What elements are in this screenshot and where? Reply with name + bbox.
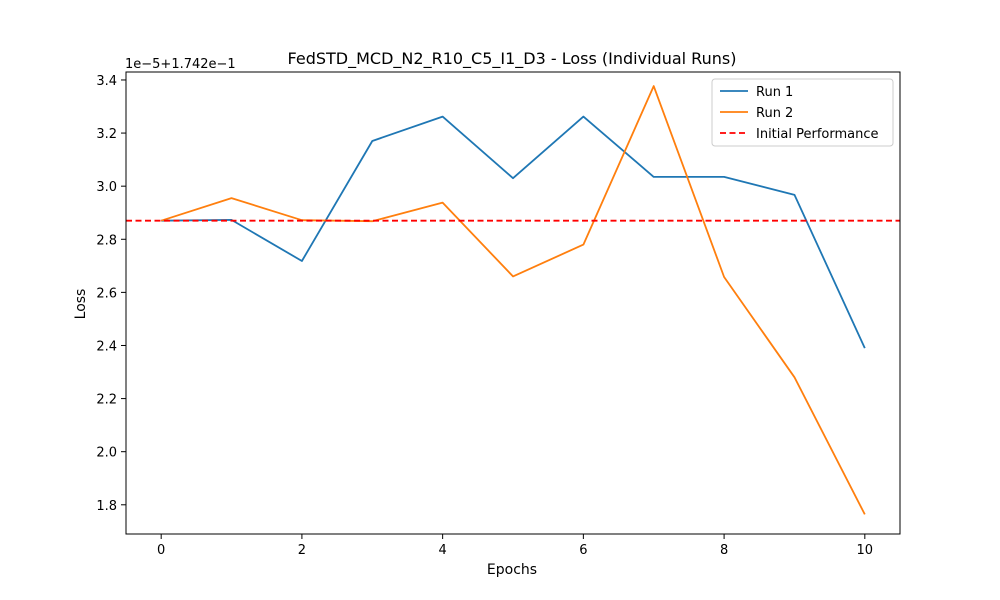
- y-tick-label: 2.8: [96, 233, 117, 248]
- y-tick-label: 2.2: [96, 393, 117, 408]
- y-axis-offset-text: 1e−5+1.742e−1: [125, 57, 236, 72]
- legend-box: [711, 78, 894, 147]
- legend: Run 1 Run 2 Initial Performance: [711, 78, 894, 147]
- y-tick-label: 2.0: [96, 446, 117, 461]
- y-tick-label: 2.6: [96, 286, 117, 301]
- legend-label: Run 1: [756, 85, 793, 100]
- x-axis-label: Epochs: [487, 562, 537, 578]
- y-tick-label: 3.2: [96, 127, 117, 142]
- y-tick-label: 3.0: [96, 180, 117, 195]
- x-tick-label: 4: [438, 543, 446, 558]
- legend-label: Run 2: [756, 106, 793, 121]
- series-line-run-1: [161, 115, 866, 349]
- x-tick-label: 6: [579, 543, 587, 558]
- y-tick-label: 1.8: [96, 499, 117, 514]
- axes-frame: [125, 71, 901, 535]
- x-tick-label: 0: [157, 543, 165, 558]
- series-line-run-2: [160, 85, 866, 515]
- y-tick-label: 3.4: [96, 74, 117, 89]
- y-axis-label: Loss: [73, 289, 89, 320]
- legend-label: Initial Performance: [756, 127, 878, 142]
- chart-title: FedSTD_MCD_N2_R10_C5_I1_D3 - Loss (Indiv…: [288, 49, 737, 69]
- x-tick-label: 2: [298, 543, 306, 558]
- x-tick-label: 8: [720, 543, 728, 558]
- x-tick-label: 10: [857, 543, 874, 558]
- y-tick-label: 2.4: [96, 339, 117, 354]
